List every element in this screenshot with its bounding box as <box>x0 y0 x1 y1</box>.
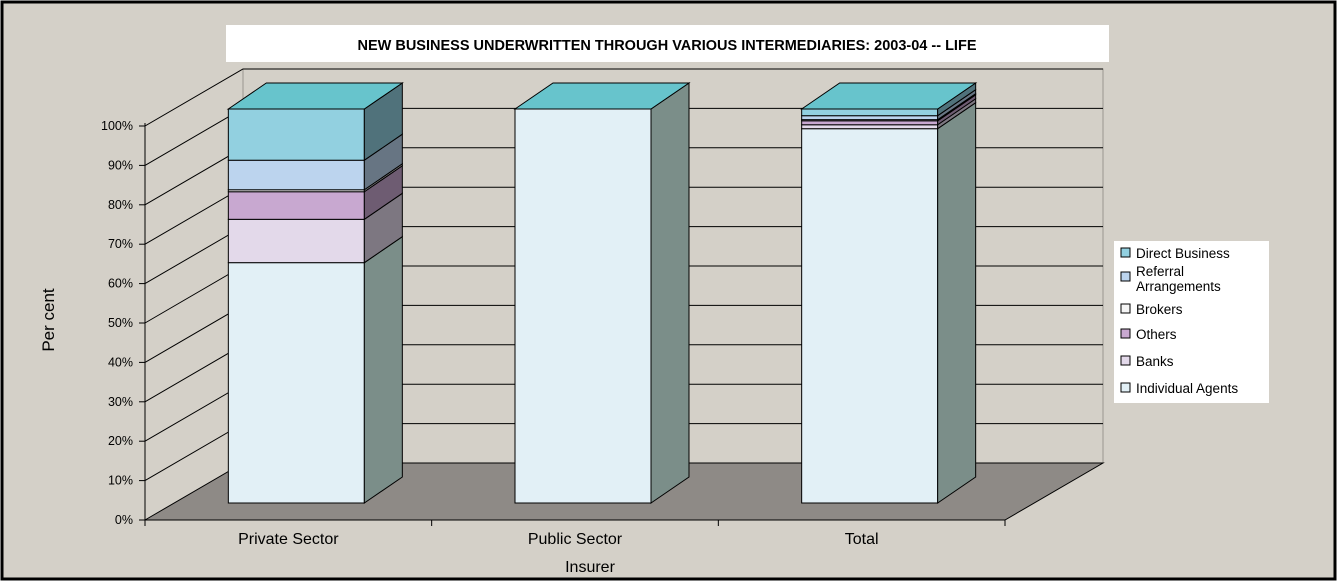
bar-segment-side <box>937 101 977 504</box>
legend-label: Referral Arrangements <box>1136 264 1221 294</box>
chart-title: NEW BUSINESS UNDERWRITTEN THROUGH VARIOU… <box>358 38 977 54</box>
y-tick-label: 90% <box>108 158 133 172</box>
legend-label: Others <box>1136 327 1177 342</box>
legend-label: Banks <box>1136 354 1174 369</box>
bar-segment-side <box>650 82 690 504</box>
legend-label-line: Arrangements <box>1136 279 1221 294</box>
bar-stack-public-sector <box>513 82 691 504</box>
title-box <box>226 25 1109 62</box>
bar-top <box>226 82 404 110</box>
legend-box <box>1114 241 1269 403</box>
y-axis: 0% 10% 20% 30% 40% 50% 60% 70% 80% 90% 100% <box>101 119 146 527</box>
y-tick-label: 100% <box>101 119 133 133</box>
legend-label: Brokers <box>1136 302 1183 317</box>
y-tick-label: 0% <box>115 513 133 527</box>
gridline <box>144 68 1103 127</box>
legend-swatch <box>1120 382 1131 393</box>
y-tick-label: 20% <box>108 434 133 448</box>
bar-segment <box>227 108 365 161</box>
y-tick-label: 40% <box>108 355 133 369</box>
legend-swatch <box>1120 303 1131 314</box>
legend-swatch <box>1120 355 1131 366</box>
y-tick-label: 70% <box>108 237 133 251</box>
legend-swatch <box>1120 247 1131 258</box>
bar-stack-private-sector <box>226 82 404 504</box>
y-axis-label: Per cent <box>39 288 58 352</box>
y-tick-label: 30% <box>108 395 133 409</box>
bar-top <box>513 82 691 110</box>
bar-segment <box>227 159 365 191</box>
bar-segment <box>801 120 939 126</box>
bar-top <box>800 82 978 110</box>
bar-stack-total <box>800 82 978 504</box>
bar-segment <box>801 108 939 117</box>
x-tick-label: Total <box>845 531 879 548</box>
bar-segment <box>514 108 652 504</box>
legend-label-line: Referral <box>1136 264 1184 279</box>
x-tick-label: Private Sector <box>238 531 339 548</box>
legend-label: Direct Business <box>1136 246 1230 261</box>
bar-segment <box>227 218 365 264</box>
x-tick-label: Public Sector <box>528 531 623 548</box>
bar-segment <box>801 128 939 504</box>
legend-swatch <box>1120 271 1131 282</box>
bar-segment <box>227 191 365 220</box>
y-tick-label: 10% <box>108 474 133 488</box>
bars <box>226 82 978 504</box>
bar-segment <box>801 115 939 121</box>
bar-segment-side <box>363 235 403 504</box>
legend-swatch <box>1120 328 1131 339</box>
bar-segment <box>801 124 939 130</box>
y-tick-label: 60% <box>108 277 133 291</box>
x-axis: Private Sector Public Sector Total <box>144 519 1006 548</box>
x-axis-label: Insurer <box>565 559 615 576</box>
y-tick-label: 50% <box>108 316 133 330</box>
legend: Direct Business Referral Arrangements Broke… <box>1114 241 1269 403</box>
y-tick-label: 80% <box>108 198 133 212</box>
bar-segment <box>227 262 365 504</box>
legend-label: Individual Agents <box>1136 381 1238 396</box>
